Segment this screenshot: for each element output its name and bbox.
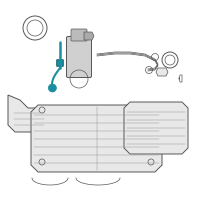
Polygon shape <box>156 68 168 76</box>
Circle shape <box>48 84 56 92</box>
FancyBboxPatch shape <box>57 60 63 66</box>
FancyBboxPatch shape <box>71 29 87 41</box>
Polygon shape <box>8 95 48 132</box>
Polygon shape <box>124 102 188 154</box>
Polygon shape <box>84 32 94 40</box>
FancyBboxPatch shape <box>66 36 92 77</box>
Polygon shape <box>31 105 162 172</box>
